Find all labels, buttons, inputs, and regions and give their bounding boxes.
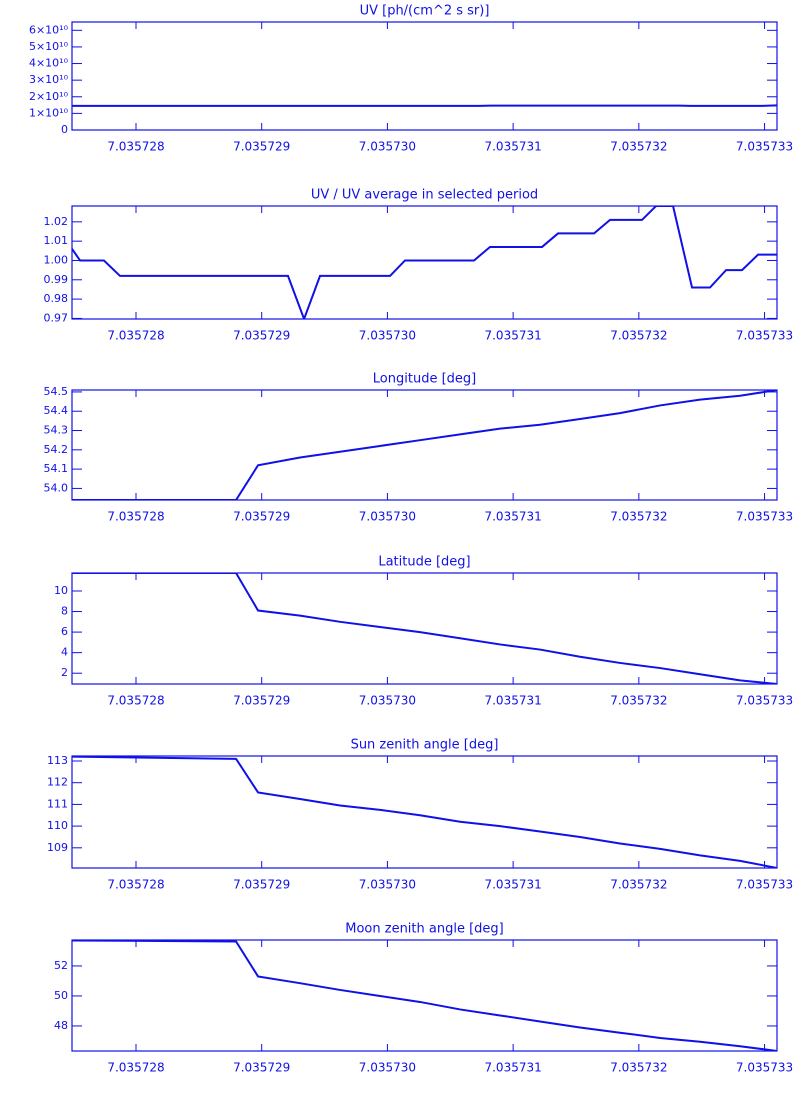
y-tick-label: 0.99	[44, 273, 69, 286]
x-tick-label: 7.035729	[233, 510, 290, 524]
x-tick-label: 7.035733	[736, 1061, 793, 1075]
panel: UV [ph/(cm^2 s sr)] 7.035728 7.035729 7.035…	[29, 4, 793, 154]
x-tick-label: 7.035729	[233, 329, 290, 343]
panel: Longitude [deg] 7.035728 7.035729 7.035730 7…	[44, 372, 794, 524]
y-tick-label: 112	[47, 776, 68, 789]
y-tick-label: 48	[54, 1019, 68, 1032]
y-tick-label: 1.00	[44, 253, 69, 266]
y-tick-label: 8	[61, 605, 68, 618]
data-line	[72, 573, 777, 684]
x-tick-label: 7.035732	[610, 510, 667, 524]
y-tick-label: 111	[47, 797, 68, 810]
data-line	[72, 940, 777, 1051]
y-tick-label: 54.1	[44, 462, 69, 475]
data-line	[72, 104, 777, 107]
x-tick-label: 7.035732	[610, 140, 667, 154]
y-tick-label: 0.97	[44, 311, 69, 324]
chart-title: Latitude [deg]	[378, 555, 470, 570]
chart-title: UV / UV average in selected period	[311, 188, 538, 203]
x-tick-label: 7.035728	[107, 510, 164, 524]
y-tick-label: 0.98	[44, 292, 69, 305]
x-tick-label: 7.035729	[233, 140, 290, 154]
y-tick-label: 52	[54, 959, 68, 972]
panel: Latitude [deg] 7.035728 7.035729 7.035730 7.…	[54, 555, 793, 708]
x-tick-label: 7.035732	[610, 329, 667, 343]
y-tick-label: 54.2	[44, 443, 69, 456]
y-tick-label: 54.5	[44, 385, 69, 398]
x-tick-label: 7.035733	[736, 140, 793, 154]
plot-frame	[71, 572, 778, 685]
y-tick-label: 1.01	[44, 234, 69, 247]
y-tick-label: 4	[61, 646, 68, 659]
x-tick-label: 7.035731	[484, 878, 541, 892]
y-tick-label: 54.3	[44, 424, 69, 437]
y-tick-label: 113	[47, 754, 68, 767]
plot-frame	[71, 755, 778, 869]
data-line	[72, 206, 777, 319]
y-tick-label: 54.0	[44, 481, 69, 494]
x-tick-label: 7.035730	[359, 1061, 416, 1075]
plot-frame	[71, 389, 778, 501]
x-tick-label: 7.035731	[484, 329, 541, 343]
y-tick-label: 109	[47, 841, 68, 854]
plot-frame	[71, 939, 778, 1052]
y-tick-label: 10	[54, 584, 68, 597]
y-tick-label: 1.02	[44, 215, 69, 228]
x-tick-label: 7.035732	[610, 878, 667, 892]
x-tick-label: 7.035728	[107, 694, 164, 708]
panel: Moon zenith angle [deg] 7.035728 7.035729 7…	[54, 922, 793, 1075]
y-tick-label: 5×10¹⁰	[29, 40, 69, 53]
y-tick-label: 2×10¹⁰	[29, 90, 69, 103]
x-tick-label: 7.035730	[359, 694, 416, 708]
x-tick-label: 7.035730	[359, 878, 416, 892]
x-tick-label: 7.035729	[233, 878, 290, 892]
plot-frame	[71, 205, 778, 320]
y-tick-label: 110	[47, 819, 68, 832]
x-tick-label: 7.035733	[736, 694, 793, 708]
y-tick-label: 2	[61, 666, 68, 679]
y-tick-label: 6×10¹⁰	[29, 23, 69, 36]
x-tick-label: 7.035730	[359, 510, 416, 524]
y-tick-label: 4×10¹⁰	[29, 57, 69, 70]
plot-frame	[71, 21, 778, 131]
x-tick-label: 7.035731	[484, 510, 541, 524]
x-tick-label: 7.035728	[107, 140, 164, 154]
chart-title: Longitude [deg]	[373, 372, 476, 387]
data-line	[72, 390, 777, 500]
x-tick-label: 7.035731	[484, 1061, 541, 1075]
x-tick-label: 7.035732	[610, 1061, 667, 1075]
x-tick-label: 7.035732	[610, 694, 667, 708]
x-tick-label: 7.035731	[484, 694, 541, 708]
chart-title: Sun zenith angle [deg]	[351, 738, 499, 753]
x-tick-label: 7.035729	[233, 694, 290, 708]
x-tick-label: 7.035728	[107, 878, 164, 892]
x-tick-label: 7.035733	[736, 878, 793, 892]
x-tick-label: 7.035728	[107, 329, 164, 343]
x-tick-label: 7.035730	[359, 140, 416, 154]
y-tick-label: 0	[61, 123, 68, 136]
panel: Sun zenith angle [deg] 7.035728 7.035729 7.…	[47, 738, 793, 892]
panel: UV / UV average in selected period 7.0357…	[44, 188, 794, 343]
chart-title: Moon zenith angle [deg]	[345, 922, 503, 937]
x-tick-label: 7.035733	[736, 510, 793, 524]
y-tick-label: 54.4	[44, 404, 69, 417]
x-tick-label: 7.035731	[484, 140, 541, 154]
data-line	[72, 756, 777, 868]
x-tick-label: 7.035730	[359, 329, 416, 343]
chart-title: UV [ph/(cm^2 s sr)]	[360, 4, 490, 19]
x-tick-label: 7.035728	[107, 1061, 164, 1075]
x-tick-label: 7.035733	[736, 329, 793, 343]
y-tick-label: 50	[54, 989, 68, 1002]
y-tick-label: 1×10¹⁰	[29, 106, 69, 119]
y-tick-label: 3×10¹⁰	[29, 73, 69, 86]
y-tick-label: 6	[61, 625, 68, 638]
x-tick-label: 7.035729	[233, 1061, 290, 1075]
